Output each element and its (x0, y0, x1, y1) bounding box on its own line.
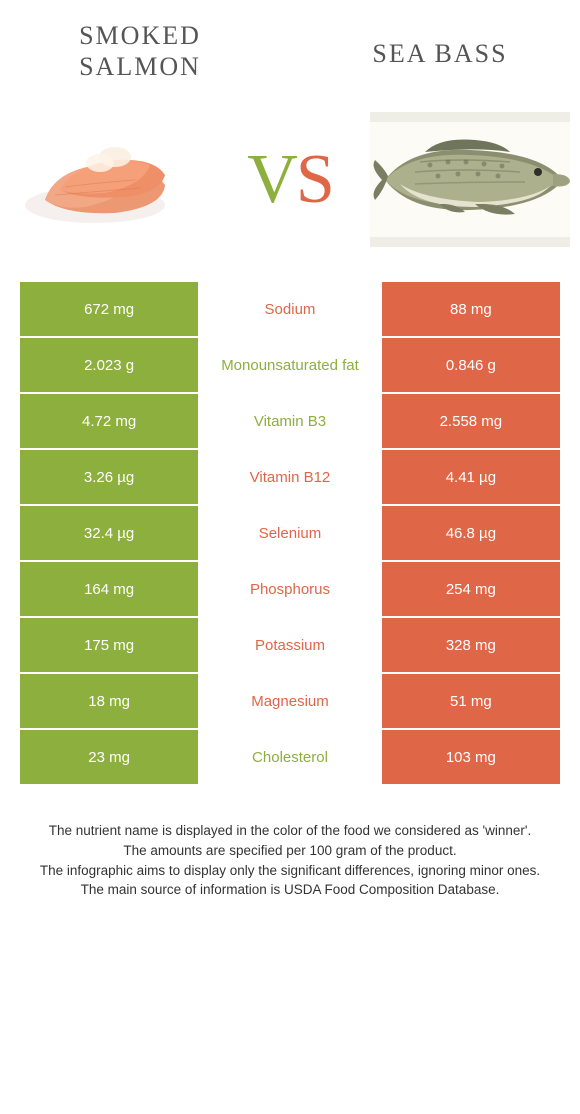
salmon-image (10, 102, 210, 257)
bass-image (370, 102, 570, 257)
nutrition-table: 672 mgSodium88 mg2.023 gMonounsaturated … (0, 282, 580, 784)
left-title-line2: SALMON (79, 52, 201, 81)
table-row: 175 mgPotassium328 mg (20, 618, 560, 672)
right-food-title: SEA BASS (330, 20, 550, 82)
footnotes: The nutrient name is displayed in the co… (0, 786, 580, 899)
right-value-cell: 2.558 mg (382, 394, 560, 448)
table-row: 32.4 µgSelenium46.8 µg (20, 506, 560, 560)
right-value-cell: 254 mg (382, 562, 560, 616)
footnote-line: The amounts are specified per 100 gram o… (20, 841, 560, 861)
nutrient-label-cell: Cholesterol (198, 730, 382, 784)
left-value-cell: 23 mg (20, 730, 198, 784)
nutrient-label-cell: Vitamin B3 (198, 394, 382, 448)
table-row: 672 mgSodium88 mg (20, 282, 560, 336)
table-row: 4.72 mgVitamin B32.558 mg (20, 394, 560, 448)
table-row: 2.023 gMonounsaturated fat0.846 g (20, 338, 560, 392)
left-value-cell: 164 mg (20, 562, 198, 616)
right-value-cell: 4.41 µg (382, 450, 560, 504)
nutrient-label-cell: Potassium (198, 618, 382, 672)
right-title: SEA BASS (372, 39, 507, 68)
table-row: 164 mgPhosphorus254 mg (20, 562, 560, 616)
table-row: 23 mgCholesterol103 mg (20, 730, 560, 784)
left-value-cell: 3.26 µg (20, 450, 198, 504)
right-value-cell: 0.846 g (382, 338, 560, 392)
table-row: 3.26 µgVitamin B124.41 µg (20, 450, 560, 504)
left-food-title: SMOKED SALMON (30, 20, 250, 82)
nutrient-label-cell: Phosphorus (198, 562, 382, 616)
left-value-cell: 32.4 µg (20, 506, 198, 560)
footnote-line: The nutrient name is displayed in the co… (20, 821, 560, 841)
nutrient-label-cell: Sodium (198, 282, 382, 336)
right-value-cell: 46.8 µg (382, 506, 560, 560)
right-value-cell: 51 mg (382, 674, 560, 728)
vs-label: VS (247, 140, 333, 220)
header-titles: SMOKED SALMON SEA BASS (0, 0, 580, 92)
nutrient-label-cell: Magnesium (198, 674, 382, 728)
right-value-cell: 103 mg (382, 730, 560, 784)
nutrient-label-cell: Selenium (198, 506, 382, 560)
left-value-cell: 2.023 g (20, 338, 198, 392)
vs-v-letter: V (247, 141, 296, 218)
left-value-cell: 175 mg (20, 618, 198, 672)
right-value-cell: 88 mg (382, 282, 560, 336)
vs-s-letter: S (296, 141, 333, 218)
images-row: VS (0, 92, 580, 282)
left-value-cell: 4.72 mg (20, 394, 198, 448)
right-value-cell: 328 mg (382, 618, 560, 672)
bass-icon (370, 102, 570, 257)
nutrient-label-cell: Vitamin B12 (198, 450, 382, 504)
left-value-cell: 18 mg (20, 674, 198, 728)
left-value-cell: 672 mg (20, 282, 198, 336)
footnote-line: The infographic aims to display only the… (20, 861, 560, 881)
table-row: 18 mgMagnesium51 mg (20, 674, 560, 728)
left-title-line1: SMOKED (79, 21, 201, 50)
nutrient-label-cell: Monounsaturated fat (198, 338, 382, 392)
salmon-icon (15, 115, 205, 245)
footnote-line: The main source of information is USDA F… (20, 880, 560, 900)
